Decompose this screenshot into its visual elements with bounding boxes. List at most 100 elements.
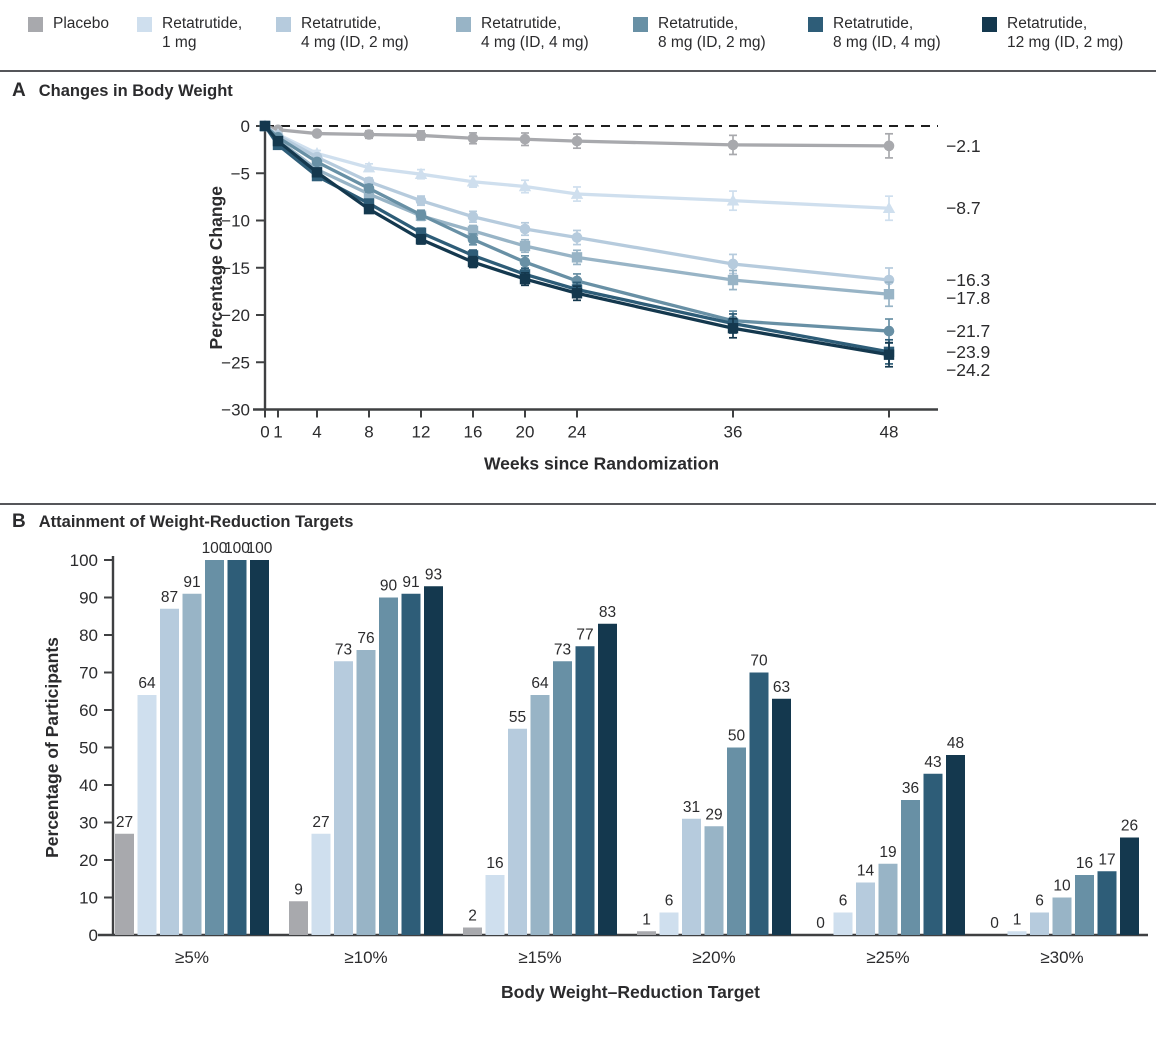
bar-value-label: 83 xyxy=(599,604,616,621)
series-marker-circle xyxy=(415,130,427,141)
series-marker-square xyxy=(272,135,284,147)
series-marker-circle xyxy=(883,325,895,337)
bar xyxy=(833,912,853,935)
legend-label: Retatrutide, 12 mg (ID, 2 mg) xyxy=(1007,15,1124,51)
series-marker-square xyxy=(415,227,427,238)
bar-value-label: 50 xyxy=(728,728,746,745)
bar xyxy=(598,623,617,935)
bar-value-label: 0 xyxy=(990,915,999,932)
legend-item: Retatrutide, 1 mg xyxy=(137,14,242,52)
bar-value-label: 100 xyxy=(202,540,228,557)
bar-value-label: 91 xyxy=(183,574,200,591)
bar xyxy=(1030,912,1049,935)
legend-item: Retatrutide, 4 mg (ID, 2 mg) xyxy=(276,14,409,52)
legend-swatch-icon xyxy=(276,17,291,32)
series-marker-square xyxy=(259,120,271,132)
bar-value-label: 19 xyxy=(879,844,896,861)
series-line xyxy=(264,124,890,210)
x-axis-label: Weeks since Randomization xyxy=(484,454,719,474)
y-tick-label: −15 xyxy=(221,259,250,278)
series-marker-square xyxy=(363,203,375,215)
bar xyxy=(575,646,595,935)
series-end-label: −2.1 xyxy=(946,136,981,156)
legend-item: Placebo xyxy=(28,14,109,33)
series-marker-square xyxy=(727,274,739,286)
panel-a-title: Changes in Body Weight xyxy=(38,82,233,100)
bar xyxy=(1097,871,1117,935)
bar-value-label: 43 xyxy=(924,754,941,771)
bar-value-label: 1 xyxy=(642,911,651,928)
legend-swatch-icon xyxy=(28,17,43,32)
bar-value-label: 90 xyxy=(380,578,398,595)
bar-value-label: 2 xyxy=(468,908,477,925)
series-marker-square xyxy=(883,349,895,360)
bar xyxy=(637,931,656,935)
panel-a-letter: A xyxy=(12,80,26,101)
bar-value-label: 36 xyxy=(902,780,919,797)
series-marker-circle xyxy=(467,211,479,223)
y-tick-label: −10 xyxy=(221,212,250,231)
legend-swatch-icon xyxy=(808,17,823,32)
series-marker-triangle xyxy=(570,187,584,199)
y-tick-label: −20 xyxy=(221,306,250,325)
bar-value-label: 16 xyxy=(1076,855,1093,872)
series-marker-circle xyxy=(883,140,895,152)
x-tick-label: 8 xyxy=(364,423,373,442)
legend-swatch-icon xyxy=(137,17,152,32)
category-label: ≥5% xyxy=(175,948,209,967)
legend-label: Retatrutide, 8 mg (ID, 2 mg) xyxy=(658,15,766,51)
bar-value-label: 1 xyxy=(1013,911,1022,928)
legend-swatch-icon xyxy=(982,17,997,32)
series-line xyxy=(264,124,890,148)
bar xyxy=(553,661,572,935)
line-chart-body-weight: 0−5−10−15−20−25−300 1 4 8 12 16 20 24 36 48Weeks … xyxy=(206,117,990,474)
category-label: ≥15% xyxy=(518,948,561,967)
y-tick-label: 80 xyxy=(79,626,98,645)
series-line xyxy=(263,124,890,333)
x-tick-label: 36 xyxy=(724,423,743,442)
x-tick-label: 48 xyxy=(880,423,899,442)
series-marker-circle xyxy=(727,258,739,270)
series-marker-triangle xyxy=(466,175,480,187)
bar xyxy=(137,695,157,935)
bar-value-label: 16 xyxy=(486,855,503,872)
series-end-label: −24.2 xyxy=(946,360,990,380)
bar xyxy=(334,661,353,935)
bar-value-label: 77 xyxy=(576,626,593,643)
panel-b-title: Attainment of Weight-Reduction Targets xyxy=(38,513,354,531)
legend-divider xyxy=(0,70,1156,72)
x-axis-label: Body Weight–Reduction Target xyxy=(501,982,760,1002)
category-label: ≥20% xyxy=(692,948,735,967)
y-tick-label: 10 xyxy=(79,889,98,908)
legend-item: Retatrutide, 12 mg (ID, 2 mg) xyxy=(982,14,1123,52)
series-marker-square xyxy=(467,256,479,268)
bar-value-label: 63 xyxy=(773,679,790,696)
bar xyxy=(356,650,376,935)
legend-item: Retatrutide, 8 mg (ID, 4 mg) xyxy=(808,14,941,52)
y-tick-label: −30 xyxy=(221,401,250,420)
bar xyxy=(727,747,746,935)
series-marker-square xyxy=(467,225,479,237)
series-marker-triangle xyxy=(518,180,532,192)
bar-value-label: 9 xyxy=(294,881,303,898)
panel-b-letter: B xyxy=(12,511,26,532)
bar xyxy=(508,728,527,935)
bar-value-label: 76 xyxy=(357,630,374,647)
bar-value-label: 64 xyxy=(138,675,156,692)
bar-value-label: 10 xyxy=(1053,878,1071,895)
y-tick-label: −5 xyxy=(231,164,250,183)
series-marker-circle xyxy=(727,139,739,151)
series-marker-circle xyxy=(467,234,479,245)
bar xyxy=(530,695,550,935)
bar xyxy=(1120,837,1139,935)
x-tick-label: 0 xyxy=(260,423,269,442)
series-marker-circle xyxy=(519,256,531,268)
series-marker-square xyxy=(467,250,479,261)
bar xyxy=(1052,897,1072,935)
series-marker-square xyxy=(571,288,583,299)
y-tick-label: −25 xyxy=(221,353,250,372)
series-marker-triangle xyxy=(726,194,740,206)
series-marker-square xyxy=(571,252,583,263)
bar-value-label: 87 xyxy=(161,589,178,606)
